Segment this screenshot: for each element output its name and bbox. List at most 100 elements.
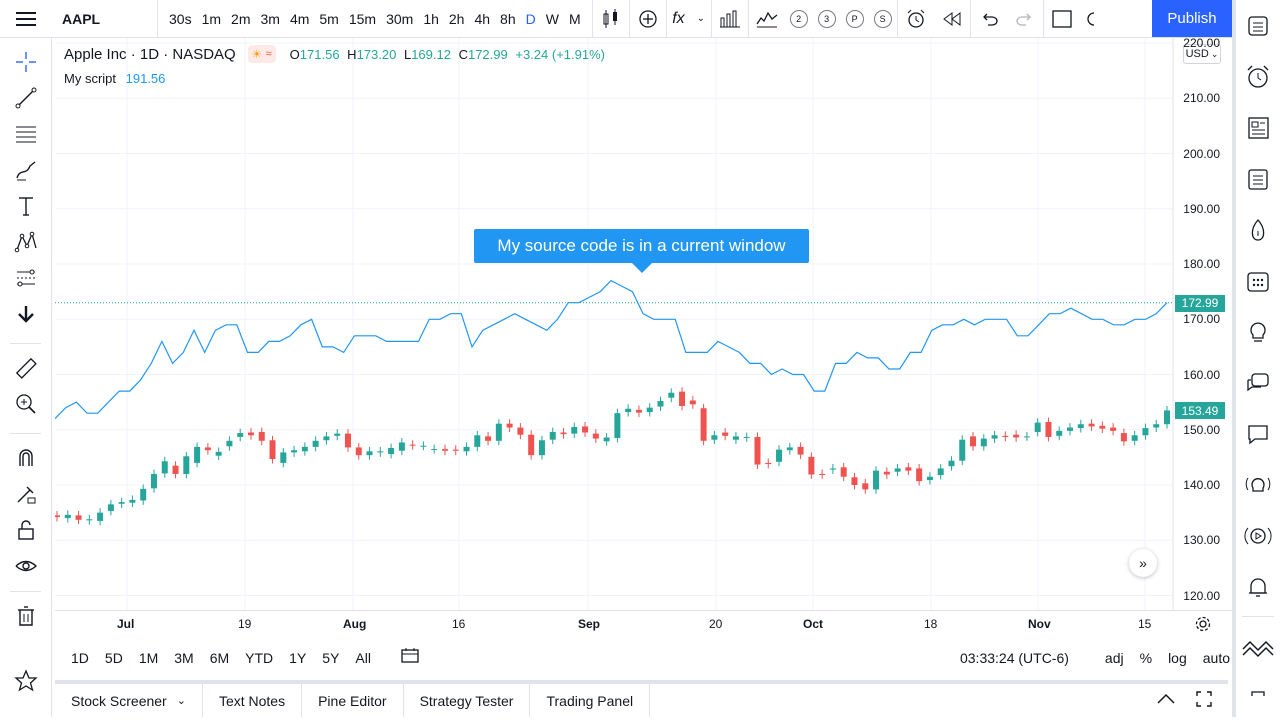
interval-W[interactable]: W: [545, 10, 559, 27]
range-1d[interactable]: 1D: [71, 649, 89, 666]
interval-3m[interactable]: 3m: [260, 10, 280, 27]
pattern-icon[interactable]: [0, 224, 52, 260]
trash-icon[interactable]: [0, 598, 52, 634]
redo-icon[interactable]: [1007, 0, 1043, 38]
interval-4h[interactable]: 4h: [474, 10, 491, 27]
alarm-clock-icon[interactable]: [1236, 51, 1280, 102]
text-icon[interactable]: [0, 188, 52, 224]
layout-s-button[interactable]: S: [873, 9, 892, 28]
collapse-panel-icon[interactable]: [1156, 692, 1176, 710]
candle-body: [463, 446, 470, 452]
help-icon[interactable]: [1236, 672, 1280, 723]
magnet-icon[interactable]: [0, 440, 52, 476]
interval-5m[interactable]: 5m: [319, 10, 339, 27]
stay-in-drawing-mode-icon[interactable]: [0, 476, 52, 512]
prediction-icon[interactable]: [0, 260, 52, 296]
high-value: 173.20: [356, 46, 397, 62]
interval-1h[interactable]: 1h: [423, 10, 439, 27]
candle-body: [1099, 425, 1106, 429]
scroll-to-realtime-button[interactable]: »: [1129, 549, 1157, 577]
tab-stock-screener[interactable]: Stock Screener ⌄: [55, 684, 203, 717]
interval-2h[interactable]: 2h: [448, 10, 465, 27]
compare-icon[interactable]: [630, 0, 666, 38]
indicators-icon[interactable]: fx ⌄: [667, 0, 711, 38]
ideas-icon[interactable]: [1236, 306, 1280, 357]
menu-icon[interactable]: [0, 0, 52, 38]
lock-icon[interactable]: [0, 512, 52, 548]
pine-icon[interactable]: [1236, 621, 1280, 672]
range-ytd[interactable]: YTD: [245, 649, 274, 666]
fib-retracement-icon[interactable]: [0, 116, 52, 152]
range-5d[interactable]: 5D: [104, 649, 123, 666]
layout-icon[interactable]: [1044, 0, 1080, 38]
tab-strategy-tester[interactable]: Strategy Tester: [404, 684, 531, 717]
interval-2m[interactable]: 2m: [231, 10, 251, 27]
maximize-panel-icon[interactable]: [1196, 691, 1212, 712]
brush-icon[interactable]: [0, 152, 52, 188]
range-6m[interactable]: 6M: [209, 649, 230, 666]
interval-8h[interactable]: 8h: [500, 10, 516, 27]
candle-body: [215, 451, 222, 456]
interval-15m[interactable]: 15m: [348, 10, 377, 27]
tab-pine-editor[interactable]: Pine Editor: [302, 684, 404, 717]
price-chart[interactable]: [55, 38, 1232, 610]
ruler-icon[interactable]: [0, 350, 52, 386]
interval-D[interactable]: D: [525, 10, 536, 27]
clock-timezone[interactable]: 03:33:24 (UTC-6): [959, 649, 1069, 666]
star-icon[interactable]: [0, 663, 52, 699]
chevron-down-icon[interactable]: ⌄: [176, 695, 186, 707]
goto-date-icon[interactable]: [401, 647, 419, 668]
market-status-badge[interactable]: ☀ ≈: [247, 45, 276, 63]
calendar-icon[interactable]: [1236, 255, 1280, 306]
layout-p-button[interactable]: P: [845, 9, 864, 28]
broadcast-play-icon[interactable]: [1236, 510, 1280, 561]
scale-option-2[interactable]: log: [1168, 649, 1187, 666]
crosshair-icon[interactable]: [0, 44, 52, 80]
interval-4m[interactable]: 4m: [289, 10, 310, 27]
layout-2-button[interactable]: 2: [789, 9, 808, 28]
templates-icon[interactable]: [712, 0, 748, 38]
interval-1m[interactable]: 1m: [201, 10, 222, 27]
candle-body: [1142, 428, 1149, 436]
alert-icon[interactable]: [898, 0, 934, 38]
script-legend[interactable]: My script 191.56: [64, 71, 165, 86]
zoom-in-icon[interactable]: [0, 386, 52, 422]
news-icon[interactable]: [1236, 102, 1280, 153]
strategy-icon[interactable]: [749, 0, 785, 38]
interval-30m[interactable]: 30m: [386, 10, 414, 27]
interval-30s[interactable]: 30s: [169, 10, 192, 27]
data-window-icon[interactable]: [1236, 153, 1280, 204]
eye-icon[interactable]: [0, 548, 52, 584]
scale-option-3[interactable]: auto: [1202, 649, 1230, 666]
sync-icon[interactable]: [1080, 0, 1100, 38]
replay-icon[interactable]: [934, 0, 970, 38]
tab-trading-panel[interactable]: Trading Panel: [530, 684, 651, 717]
currency-selector[interactable]: USD ⌄: [1183, 44, 1221, 64]
notifications-icon[interactable]: [1236, 561, 1280, 612]
trend-line-icon[interactable]: [0, 80, 52, 116]
range-3m[interactable]: 3M: [174, 649, 194, 666]
undo-icon[interactable]: [971, 0, 1007, 38]
scale-option-1[interactable]: %: [1139, 649, 1153, 666]
candles-chart-type-icon[interactable]: [593, 0, 629, 38]
settings-icon[interactable]: [1194, 615, 1212, 638]
layout-3-button[interactable]: 3: [817, 9, 836, 28]
interval-M[interactable]: M: [568, 10, 581, 27]
watchlist-icon[interactable]: [1236, 0, 1280, 51]
chat-bubble-icon[interactable]: [1236, 408, 1280, 459]
time-axis[interactable]: Jul 19 Aug 16 Sep 20 Oct 18 Nov 15: [55, 610, 1232, 638]
range-5y[interactable]: 5Y: [322, 649, 340, 666]
scale-option-0[interactable]: adj: [1104, 649, 1124, 666]
streams-icon[interactable]: [1236, 459, 1280, 510]
chats-icon[interactable]: [1236, 357, 1280, 408]
range-1y[interactable]: 1Y: [289, 649, 307, 666]
symbol-search[interactable]: AAPL: [52, 0, 158, 38]
candle-body: [1045, 422, 1052, 437]
arrow-down-icon[interactable]: [0, 296, 52, 332]
tab-text-notes[interactable]: Text Notes: [203, 684, 303, 717]
range-all[interactable]: All: [355, 649, 371, 666]
range-1m[interactable]: 1M: [138, 649, 159, 666]
open-label: O: [289, 46, 300, 62]
hotlist-icon[interactable]: [1236, 204, 1280, 255]
publish-button[interactable]: Publish: [1152, 0, 1232, 37]
